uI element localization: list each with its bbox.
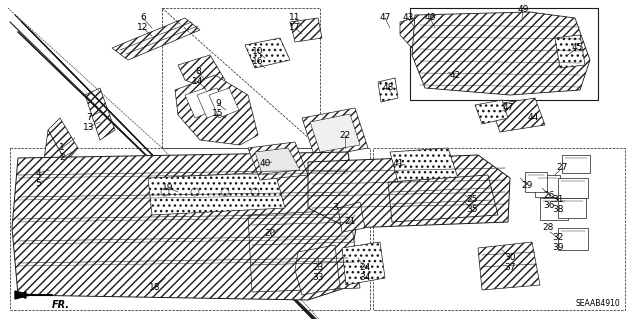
Polygon shape [18,158,55,200]
Text: 36: 36 [543,201,555,210]
Text: 21: 21 [344,218,356,226]
Text: 17: 17 [289,24,301,33]
Text: 43: 43 [403,13,413,23]
Text: 19: 19 [163,183,173,192]
Text: 28: 28 [542,224,554,233]
Text: 49: 49 [517,5,529,14]
Text: 24: 24 [360,263,371,272]
Polygon shape [555,35,585,68]
Text: 26: 26 [543,190,555,199]
Text: 16: 16 [252,57,264,66]
Text: 23: 23 [312,263,324,272]
Text: 47: 47 [502,103,514,113]
Polygon shape [475,100,508,124]
Polygon shape [310,114,360,152]
Polygon shape [178,55,225,90]
Text: 40: 40 [259,159,271,167]
Text: SEAAB4910: SEAAB4910 [575,299,620,308]
Text: 22: 22 [339,130,351,139]
Text: 20: 20 [264,229,276,239]
Bar [558,228,588,250]
Text: 18: 18 [149,284,161,293]
Polygon shape [412,12,590,95]
Text: 34: 34 [359,273,371,283]
Polygon shape [175,75,258,145]
Polygon shape [400,15,435,48]
Text: 4: 4 [35,168,41,177]
Bar [558,178,588,198]
Bar [535,175,560,197]
Text: 7: 7 [86,113,92,122]
Polygon shape [338,202,365,232]
Polygon shape [302,108,368,158]
Bar [525,172,547,192]
Text: 9: 9 [215,100,221,108]
Text: 14: 14 [192,78,204,86]
Polygon shape [48,118,78,162]
Polygon shape [148,172,285,215]
Polygon shape [378,78,398,102]
Text: 2: 2 [59,153,65,162]
Polygon shape [255,148,300,174]
Polygon shape [112,18,200,60]
Polygon shape [12,152,358,300]
Text: 25: 25 [467,196,477,204]
Polygon shape [390,148,458,182]
Polygon shape [42,130,74,215]
Text: 15: 15 [212,109,224,118]
Polygon shape [22,168,52,192]
Text: 35: 35 [467,205,477,214]
Text: 13: 13 [83,122,95,131]
Text: 11: 11 [289,13,301,23]
Polygon shape [295,245,340,295]
Polygon shape [245,38,290,68]
Text: 47: 47 [380,13,390,23]
Polygon shape [342,242,385,285]
Bar [562,155,590,173]
Polygon shape [209,88,239,118]
Text: 8: 8 [195,68,201,77]
Text: 3: 3 [332,204,338,212]
Text: 38: 38 [552,205,564,214]
Text: 6: 6 [140,13,146,23]
Text: 33: 33 [312,273,324,283]
Text: 12: 12 [138,24,148,33]
Polygon shape [308,155,510,228]
Text: 1: 1 [59,144,65,152]
Text: 48: 48 [382,84,394,93]
Polygon shape [185,88,215,118]
Text: 27: 27 [556,164,568,173]
Text: 42: 42 [449,70,461,79]
Text: 37: 37 [504,263,516,272]
Polygon shape [478,242,540,290]
Polygon shape [197,88,227,118]
Polygon shape [490,98,545,132]
Text: 44: 44 [527,114,539,122]
Text: 30: 30 [504,254,516,263]
Bar [540,198,568,220]
Text: 10: 10 [252,48,264,56]
Text: 46: 46 [424,13,436,23]
Text: FR.: FR. [52,300,70,310]
Text: 39: 39 [552,243,564,253]
Text: 5: 5 [35,179,41,188]
Bar [558,198,586,218]
Text: 31: 31 [552,196,564,204]
Text: 41: 41 [392,159,404,167]
Polygon shape [15,291,30,299]
Text: 29: 29 [522,181,532,189]
Polygon shape [85,88,115,140]
Polygon shape [248,142,308,180]
Polygon shape [248,210,360,292]
Polygon shape [388,175,498,222]
Polygon shape [290,18,322,42]
Text: 45: 45 [572,43,582,53]
Text: 32: 32 [552,234,564,242]
